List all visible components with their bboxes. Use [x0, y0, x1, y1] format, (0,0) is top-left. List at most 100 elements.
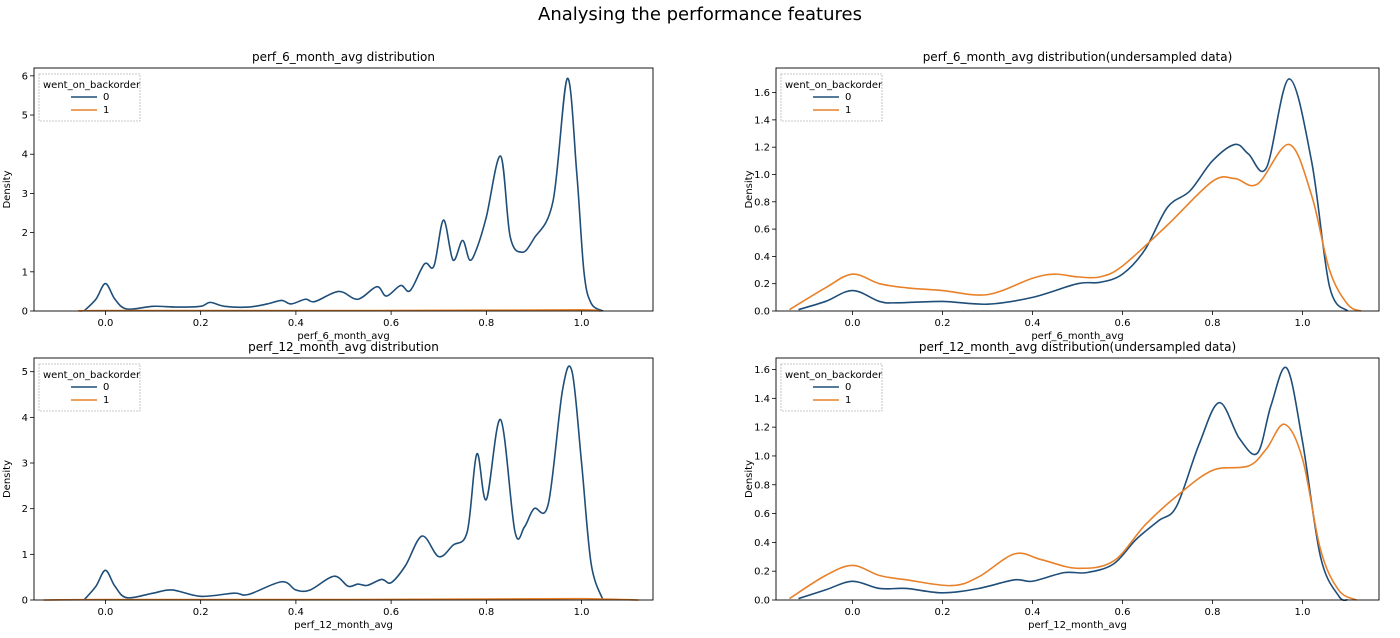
axes-frame — [33, 357, 654, 601]
x-tick-label: 0.6 — [1115, 607, 1131, 618]
x-tick-label: 0.0 — [845, 318, 861, 329]
x-tick-label: 0.4 — [288, 607, 304, 618]
y-tick-label: 0.0 — [754, 307, 770, 318]
y-axis-label: Density — [2, 460, 13, 498]
x-tick-label: 0.2 — [935, 318, 951, 329]
y-tick-label: 1.2 — [754, 423, 770, 434]
y-axis-label: Density — [744, 170, 755, 208]
y-tick-label: 0.8 — [754, 480, 770, 491]
legend-entry-1: 1 — [845, 395, 851, 406]
y-tick-label: 4 — [22, 413, 28, 424]
y-tick-label: 4 — [22, 150, 28, 161]
x-tick-label: 0.0 — [97, 607, 113, 618]
y-tick-label: 0.8 — [754, 197, 770, 208]
x-tick-label: 1.0 — [574, 318, 590, 329]
y-tick-label: 6 — [22, 71, 28, 82]
chart-2: perf_6_month_avg distribution(undersampl… — [744, 50, 1380, 342]
axes-frame — [775, 357, 1380, 601]
y-tick-label: 3 — [22, 189, 28, 200]
chart-4: perf_12_month_avg distribution(undersamp… — [744, 340, 1380, 631]
y-tick-label: 0.4 — [754, 252, 770, 263]
x-tick-label: 0.0 — [845, 607, 861, 618]
x-tick-label: 0.2 — [935, 607, 951, 618]
y-tick-label: 1.0 — [754, 170, 770, 181]
x-tick-label: 0.4 — [1025, 607, 1041, 618]
y-tick-label: 1.4 — [754, 394, 770, 405]
chart-title: perf_6_month_avg distribution(undersampl… — [923, 50, 1233, 64]
x-tick-label: 0.8 — [478, 607, 494, 618]
x-tick-label: 0.8 — [1205, 607, 1221, 618]
y-axis-label: Density — [744, 460, 755, 498]
x-tick-label: 0.6 — [383, 607, 399, 618]
x-tick-label: 1.0 — [574, 607, 590, 618]
legend-entry-0: 0 — [103, 92, 109, 103]
legend-title: went_on_backorder — [43, 370, 141, 381]
axes-frame — [775, 67, 1380, 312]
y-tick-label: 0.6 — [754, 509, 770, 520]
chart-title: perf_12_month_avg distribution(undersamp… — [919, 340, 1236, 354]
y-tick-label: 0.4 — [754, 538, 770, 549]
y-tick-label: 1.6 — [754, 365, 770, 376]
y-tick-label: 5 — [22, 367, 28, 378]
legend-entry-0: 0 — [845, 382, 851, 393]
x-tick-label: 0.8 — [478, 318, 494, 329]
x-axis-label: perf_12_month_avg — [1028, 620, 1127, 631]
legend-title: went_on_backorder — [785, 370, 883, 381]
x-tick-label: 0.4 — [288, 318, 304, 329]
y-tick-label: 2 — [22, 228, 28, 239]
series-line-1 — [43, 597, 639, 601]
y-tick-label: 0.0 — [754, 596, 770, 607]
legend-title: went_on_backorder — [785, 80, 883, 91]
series-line-1 — [789, 143, 1362, 312]
legend-title: went_on_backorder — [43, 80, 141, 91]
x-tick-label: 0.0 — [97, 318, 113, 329]
legend-entry-1: 1 — [103, 105, 109, 116]
series-line-1 — [789, 423, 1357, 601]
y-tick-label: 0 — [22, 596, 28, 607]
y-tick-label: 1 — [22, 550, 28, 561]
figure-title: Analysing the performance features — [538, 4, 862, 25]
chart-3: perf_12_month_avg distribution 0.0 0.2 0.4 0… — [2, 340, 654, 631]
y-tick-label: 1 — [22, 267, 28, 278]
y-axis-label: Density — [2, 170, 13, 208]
legend-entry-1: 1 — [103, 395, 109, 406]
series-line-0 — [83, 77, 604, 312]
x-tick-label: 0.4 — [1025, 318, 1041, 329]
x-tick-label: 0.8 — [1205, 318, 1221, 329]
x-tick-label: 1.0 — [1295, 607, 1311, 618]
y-tick-label: 1.4 — [754, 115, 770, 126]
x-axis-label: perf_12_month_avg — [294, 620, 393, 631]
chart-title: perf_12_month_avg distribution — [248, 340, 439, 354]
legend-entry-0: 0 — [103, 382, 109, 393]
x-axis-label: perf_6_month_avg — [1031, 331, 1123, 342]
x-tick-label: 1.0 — [1295, 318, 1311, 329]
chart-title: perf_6_month_avg distribution — [252, 50, 435, 64]
y-tick-label: 1.2 — [754, 143, 770, 154]
series-line-0 — [798, 78, 1349, 312]
x-tick-label: 0.6 — [383, 318, 399, 329]
x-tick-label: 0.2 — [193, 318, 209, 329]
x-tick-label: 0.6 — [1115, 318, 1131, 329]
y-tick-label: 1.6 — [754, 88, 770, 99]
series-line-0 — [798, 366, 1348, 602]
x-axis-label: perf_6_month_avg — [297, 331, 389, 342]
y-tick-label: 0.2 — [754, 567, 770, 578]
y-tick-label: 3 — [22, 459, 28, 470]
y-tick-label: 0 — [22, 307, 28, 318]
legend-entry-1: 1 — [845, 105, 851, 116]
axes-frame — [33, 67, 654, 312]
y-tick-label: 0.6 — [754, 225, 770, 236]
y-tick-label: 2 — [22, 504, 28, 515]
y-tick-label: 1.0 — [754, 451, 770, 462]
series-line-0 — [83, 365, 604, 601]
x-tick-label: 0.2 — [193, 607, 209, 618]
y-tick-label: 0.2 — [754, 279, 770, 290]
chart-1: perf_6_month_avg distribution 0.0 0.2 0.4 0.… — [2, 50, 654, 342]
legend-entry-0: 0 — [845, 92, 851, 103]
y-tick-label: 5 — [22, 111, 28, 122]
